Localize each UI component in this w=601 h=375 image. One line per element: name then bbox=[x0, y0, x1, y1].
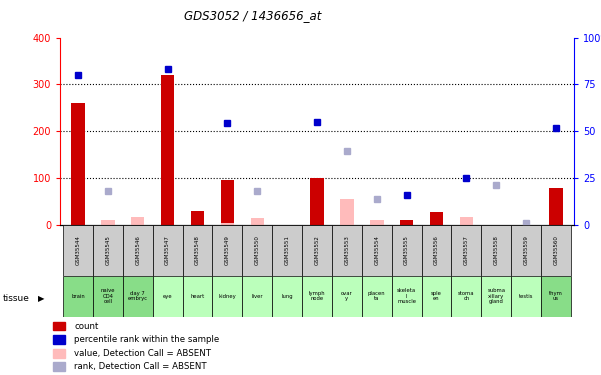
Bar bbox=[213, 225, 242, 276]
Text: eye: eye bbox=[163, 294, 172, 299]
Bar bbox=[541, 225, 571, 276]
Text: GSM35560: GSM35560 bbox=[554, 236, 558, 265]
Bar bbox=[161, 75, 174, 225]
Bar bbox=[392, 225, 421, 276]
Bar bbox=[272, 276, 302, 317]
Bar bbox=[302, 225, 332, 276]
Bar bbox=[53, 322, 66, 330]
Text: value, Detection Call = ABSENT: value, Detection Call = ABSENT bbox=[74, 349, 211, 358]
Text: ▶: ▶ bbox=[38, 294, 44, 303]
Text: liver: liver bbox=[251, 294, 263, 299]
Text: placen
ta: placen ta bbox=[368, 291, 386, 302]
Text: GSM35557: GSM35557 bbox=[464, 236, 469, 265]
Bar bbox=[370, 220, 383, 225]
Bar bbox=[53, 335, 66, 344]
Text: lymph
node: lymph node bbox=[309, 291, 325, 302]
Bar bbox=[251, 218, 264, 225]
Text: GDS3052 / 1436656_at: GDS3052 / 1436656_at bbox=[184, 9, 321, 22]
Bar bbox=[451, 225, 481, 276]
Text: GSM35546: GSM35546 bbox=[135, 236, 140, 265]
Bar bbox=[242, 225, 272, 276]
Text: sple
en: sple en bbox=[431, 291, 442, 302]
Bar bbox=[392, 276, 421, 317]
Text: count: count bbox=[74, 322, 99, 331]
Bar bbox=[481, 225, 511, 276]
Bar bbox=[63, 276, 93, 317]
Bar bbox=[541, 276, 571, 317]
Text: GSM35548: GSM35548 bbox=[195, 236, 200, 265]
Text: thym
us: thym us bbox=[549, 291, 563, 302]
Text: rank, Detection Call = ABSENT: rank, Detection Call = ABSENT bbox=[74, 362, 207, 371]
Text: stoma
ch: stoma ch bbox=[458, 291, 475, 302]
Bar bbox=[400, 220, 413, 225]
Bar bbox=[153, 225, 183, 276]
Bar bbox=[451, 276, 481, 317]
Bar bbox=[131, 217, 144, 225]
Bar bbox=[302, 276, 332, 317]
Bar bbox=[63, 225, 93, 276]
Bar bbox=[549, 188, 563, 225]
Bar bbox=[460, 217, 473, 225]
Bar bbox=[53, 349, 66, 358]
Bar bbox=[332, 225, 362, 276]
Text: GSM35554: GSM35554 bbox=[374, 236, 379, 265]
Bar bbox=[191, 211, 204, 225]
Bar bbox=[242, 276, 272, 317]
Bar bbox=[421, 225, 451, 276]
Bar bbox=[183, 225, 213, 276]
Bar bbox=[183, 276, 213, 317]
Bar bbox=[362, 276, 392, 317]
Text: GSM35550: GSM35550 bbox=[255, 236, 260, 265]
Text: tissue: tissue bbox=[3, 294, 30, 303]
Text: testis: testis bbox=[519, 294, 534, 299]
Text: GSM35559: GSM35559 bbox=[523, 236, 529, 265]
Text: GSM35552: GSM35552 bbox=[314, 236, 320, 265]
Bar bbox=[93, 276, 123, 317]
Bar bbox=[93, 225, 123, 276]
Bar bbox=[421, 276, 451, 317]
Text: day 7
embryc: day 7 embryc bbox=[128, 291, 148, 302]
Bar bbox=[213, 276, 242, 317]
Text: GSM35553: GSM35553 bbox=[344, 236, 349, 265]
Text: GSM35545: GSM35545 bbox=[105, 236, 111, 265]
Bar bbox=[362, 225, 392, 276]
Text: heart: heart bbox=[191, 294, 205, 299]
Bar bbox=[72, 103, 85, 225]
Bar bbox=[511, 225, 541, 276]
Text: brain: brain bbox=[71, 294, 85, 299]
Bar bbox=[332, 276, 362, 317]
Bar bbox=[221, 180, 234, 225]
Bar bbox=[101, 220, 115, 225]
Text: kidney: kidney bbox=[219, 294, 236, 299]
Text: GSM35558: GSM35558 bbox=[494, 236, 499, 265]
Text: percentile rank within the sample: percentile rank within the sample bbox=[74, 335, 219, 344]
Bar bbox=[153, 276, 183, 317]
Text: naive
CD4
cell: naive CD4 cell bbox=[100, 288, 115, 304]
Bar bbox=[123, 276, 153, 317]
Bar bbox=[53, 363, 66, 371]
Bar bbox=[481, 276, 511, 317]
Bar bbox=[340, 199, 353, 225]
Text: skeleta
l
muscle: skeleta l muscle bbox=[397, 288, 416, 304]
Text: GSM35549: GSM35549 bbox=[225, 236, 230, 265]
Text: GSM35547: GSM35547 bbox=[165, 236, 170, 265]
Text: ovar
y: ovar y bbox=[341, 291, 353, 302]
Bar bbox=[430, 212, 444, 225]
Bar bbox=[123, 225, 153, 276]
Text: GSM35544: GSM35544 bbox=[76, 236, 81, 265]
Text: GSM35551: GSM35551 bbox=[285, 236, 290, 265]
Bar bbox=[310, 178, 324, 225]
Bar bbox=[272, 225, 302, 276]
Text: lung: lung bbox=[281, 294, 293, 299]
Bar bbox=[511, 276, 541, 317]
Text: GSM35555: GSM35555 bbox=[404, 236, 409, 265]
Text: GSM35556: GSM35556 bbox=[434, 236, 439, 265]
Text: subma
xillary
gland: subma xillary gland bbox=[487, 288, 505, 304]
Bar bbox=[221, 223, 234, 225]
